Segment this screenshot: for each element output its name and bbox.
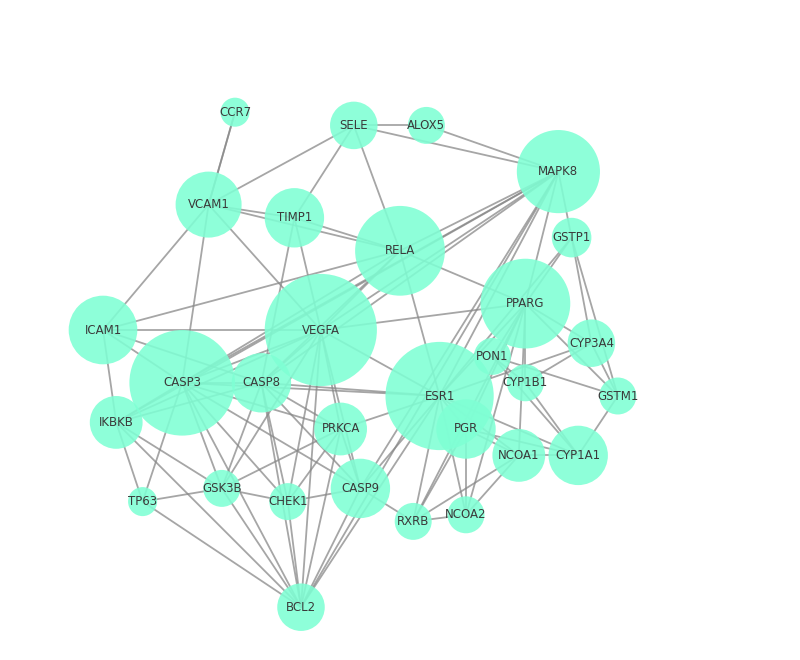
- Circle shape: [330, 459, 390, 518]
- Circle shape: [552, 218, 591, 257]
- Circle shape: [549, 426, 608, 485]
- Text: PRKCA: PRKCA: [322, 422, 360, 436]
- Circle shape: [394, 503, 432, 540]
- Text: CYP1B1: CYP1B1: [502, 376, 548, 389]
- Text: GSTP1: GSTP1: [553, 231, 590, 244]
- Circle shape: [355, 206, 445, 296]
- Text: MAPK8: MAPK8: [538, 165, 578, 178]
- Circle shape: [265, 274, 377, 386]
- Circle shape: [176, 172, 242, 238]
- Circle shape: [130, 330, 235, 436]
- Text: GSK3B: GSK3B: [202, 482, 242, 495]
- Text: ALOX5: ALOX5: [407, 119, 446, 132]
- Circle shape: [270, 483, 306, 520]
- Text: ESR1: ESR1: [425, 389, 454, 403]
- Circle shape: [314, 403, 367, 455]
- Circle shape: [221, 98, 250, 127]
- Text: PON1: PON1: [476, 350, 509, 363]
- Text: CCR7: CCR7: [219, 106, 251, 119]
- Text: NCOA1: NCOA1: [498, 449, 539, 462]
- Circle shape: [436, 399, 496, 459]
- Circle shape: [128, 487, 157, 516]
- Text: RXRB: RXRB: [397, 515, 430, 528]
- Circle shape: [408, 107, 445, 144]
- Text: TP63: TP63: [128, 495, 157, 508]
- Text: CYP3A4: CYP3A4: [569, 337, 614, 350]
- Text: ICAM1: ICAM1: [84, 323, 122, 337]
- Circle shape: [232, 353, 291, 412]
- Text: VEGFA: VEGFA: [302, 323, 340, 337]
- Text: TIMP1: TIMP1: [277, 211, 312, 224]
- Circle shape: [492, 429, 545, 482]
- Circle shape: [203, 470, 240, 507]
- Circle shape: [474, 338, 511, 375]
- Circle shape: [568, 319, 615, 367]
- Circle shape: [447, 496, 485, 533]
- Circle shape: [386, 342, 494, 450]
- Circle shape: [278, 583, 325, 631]
- Text: NCOA2: NCOA2: [446, 508, 486, 521]
- Circle shape: [265, 188, 324, 248]
- Text: CYP1A1: CYP1A1: [556, 449, 601, 462]
- Circle shape: [481, 259, 570, 348]
- Text: PGR: PGR: [454, 422, 478, 436]
- Text: CASP9: CASP9: [342, 482, 379, 495]
- Text: CASP8: CASP8: [242, 376, 280, 389]
- Text: PPARG: PPARG: [506, 297, 545, 310]
- Text: RELA: RELA: [385, 244, 415, 257]
- Text: SELE: SELE: [339, 119, 368, 132]
- Text: IKBKB: IKBKB: [98, 416, 134, 429]
- Circle shape: [507, 364, 544, 401]
- Circle shape: [517, 130, 600, 213]
- Text: VCAM1: VCAM1: [188, 198, 230, 211]
- Text: BCL2: BCL2: [286, 601, 316, 614]
- Text: CASP3: CASP3: [163, 376, 202, 389]
- Circle shape: [90, 396, 142, 449]
- Text: GSTM1: GSTM1: [597, 389, 638, 403]
- Circle shape: [330, 102, 378, 149]
- Circle shape: [69, 296, 138, 364]
- Circle shape: [599, 378, 636, 414]
- Text: CHEK1: CHEK1: [268, 495, 307, 508]
